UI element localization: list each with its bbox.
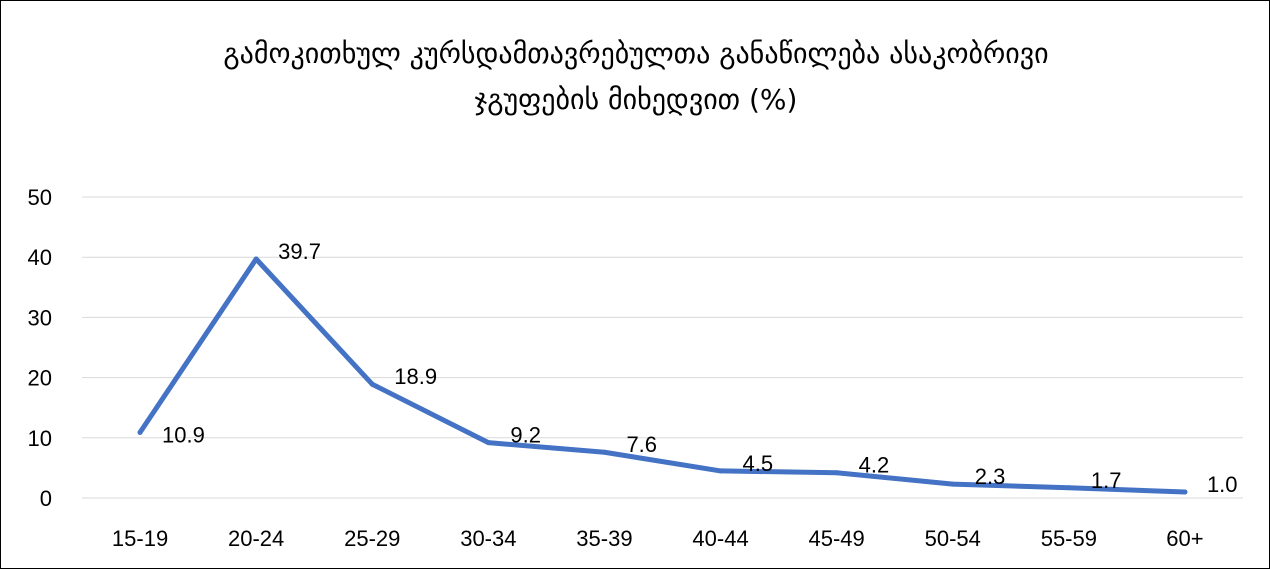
x-tick-label: 15-19 — [112, 526, 168, 551]
x-tick-label: 35-39 — [576, 526, 632, 551]
data-point — [253, 256, 259, 262]
chart-title-line-2: ჯგუფების მიხედვით (%) — [474, 83, 798, 116]
y-tick-label: 10 — [28, 426, 52, 451]
data-point — [137, 429, 143, 435]
data-label: 4.2 — [859, 453, 890, 478]
data-point — [834, 470, 840, 476]
x-tick-label: 45-49 — [809, 526, 865, 551]
x-tick-label: 55-59 — [1041, 526, 1097, 551]
data-label: 7.6 — [626, 432, 657, 457]
data-label: 39.7 — [278, 239, 321, 264]
x-tick-label: 30-34 — [460, 526, 516, 551]
data-label: 1.7 — [1091, 468, 1122, 493]
y-tick-label: 30 — [28, 305, 52, 330]
chart-title: გამოკითხულ კურსდამთავრებულთა განაწილება … — [1, 31, 1270, 123]
y-tick-label: 0 — [40, 486, 52, 511]
x-tick-label: 50-54 — [925, 526, 981, 551]
chart-title-line-1: გამოკითხულ კურსდამთავრებულთა განაწილება … — [223, 37, 1049, 70]
x-tick-label: 20-24 — [228, 526, 284, 551]
data-point — [718, 468, 724, 474]
data-label: 9.2 — [510, 423, 541, 448]
data-point — [485, 440, 491, 446]
x-tick-label: 25-29 — [344, 526, 400, 551]
x-tick-label: 60+ — [1166, 526, 1203, 551]
data-label: 10.9 — [162, 422, 205, 447]
x-tick-label: 40-44 — [692, 526, 748, 551]
data-label: 18.9 — [394, 364, 437, 389]
y-tick-label: 40 — [28, 245, 52, 270]
data-point — [1066, 485, 1072, 491]
series-line — [137, 256, 1188, 495]
y-tick-label: 50 — [28, 185, 52, 210]
data-point — [369, 381, 375, 387]
data-point — [950, 481, 956, 487]
data-point — [601, 449, 607, 455]
data-label: 4.5 — [743, 451, 774, 476]
data-label: 1.0 — [1207, 472, 1238, 497]
data-point — [1182, 489, 1188, 495]
data-label: 2.3 — [975, 464, 1006, 489]
y-tick-label: 20 — [28, 366, 52, 391]
